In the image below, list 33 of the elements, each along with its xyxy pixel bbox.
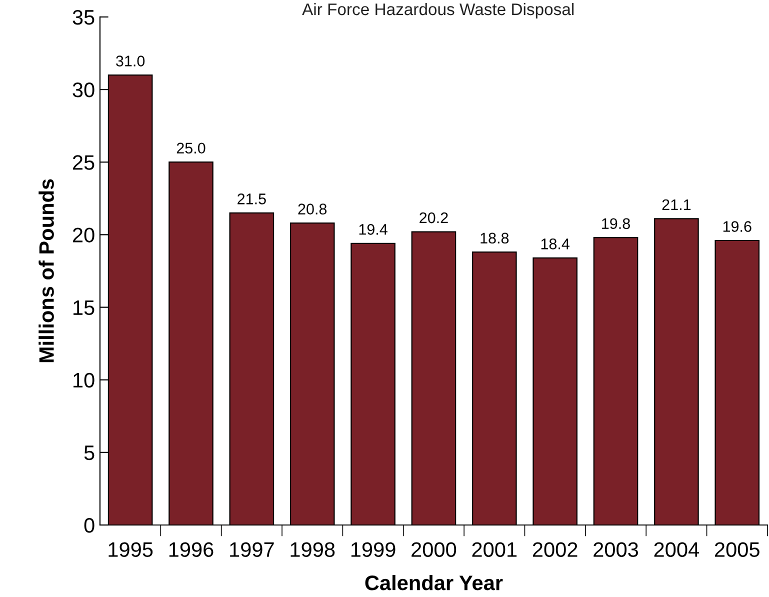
y-tick-label: 35: [72, 10, 94, 25]
data-label: 25.0: [176, 142, 206, 154]
y-tick-label: 15: [74, 300, 94, 316]
x-tick-label: 1999: [351, 542, 396, 557]
data-label: 31.0: [116, 56, 145, 66]
x-tick-label: 1997: [230, 542, 274, 557]
x-tick-label: 2004: [654, 542, 700, 557]
y-tick-label: 0: [84, 518, 94, 533]
y-tick-label: 30: [72, 82, 94, 98]
x-tick-label: 1998: [290, 542, 335, 557]
x-tick-label: 2000: [412, 542, 456, 557]
data-label: 20.2: [420, 212, 448, 224]
y-tick-label: 5: [84, 446, 94, 460]
y-tick-label: 25: [72, 155, 94, 170]
data-label: 19.4: [359, 224, 388, 235]
chart-title: Air Force Hazardous Waste Disposal: [302, 2, 574, 19]
x-tick-label: 2001: [472, 542, 517, 557]
data-label: 19.8: [602, 218, 630, 230]
data-label: 18.4: [541, 238, 570, 250]
data-label: 18.8: [480, 232, 509, 244]
data-label: 19.6: [723, 221, 752, 232]
x-tick-label: 1996: [169, 542, 214, 557]
x-tick-label: 1995: [108, 542, 153, 557]
data-label: 20.8: [298, 204, 327, 214]
x-tick-label: 2003: [594, 542, 638, 557]
data-label: 21.5: [238, 194, 266, 204]
y-tick-label: 20: [72, 228, 94, 242]
x-tick-label: 2005: [715, 542, 760, 557]
x-tick-label: 2002: [532, 542, 578, 557]
y-tick-label: 10: [74, 372, 94, 388]
y-axis-title: Millions of Pounds: [38, 179, 54, 362]
data-label: 21.1: [662, 199, 691, 210]
x-axis-title: Calendar Year: [365, 574, 503, 590]
